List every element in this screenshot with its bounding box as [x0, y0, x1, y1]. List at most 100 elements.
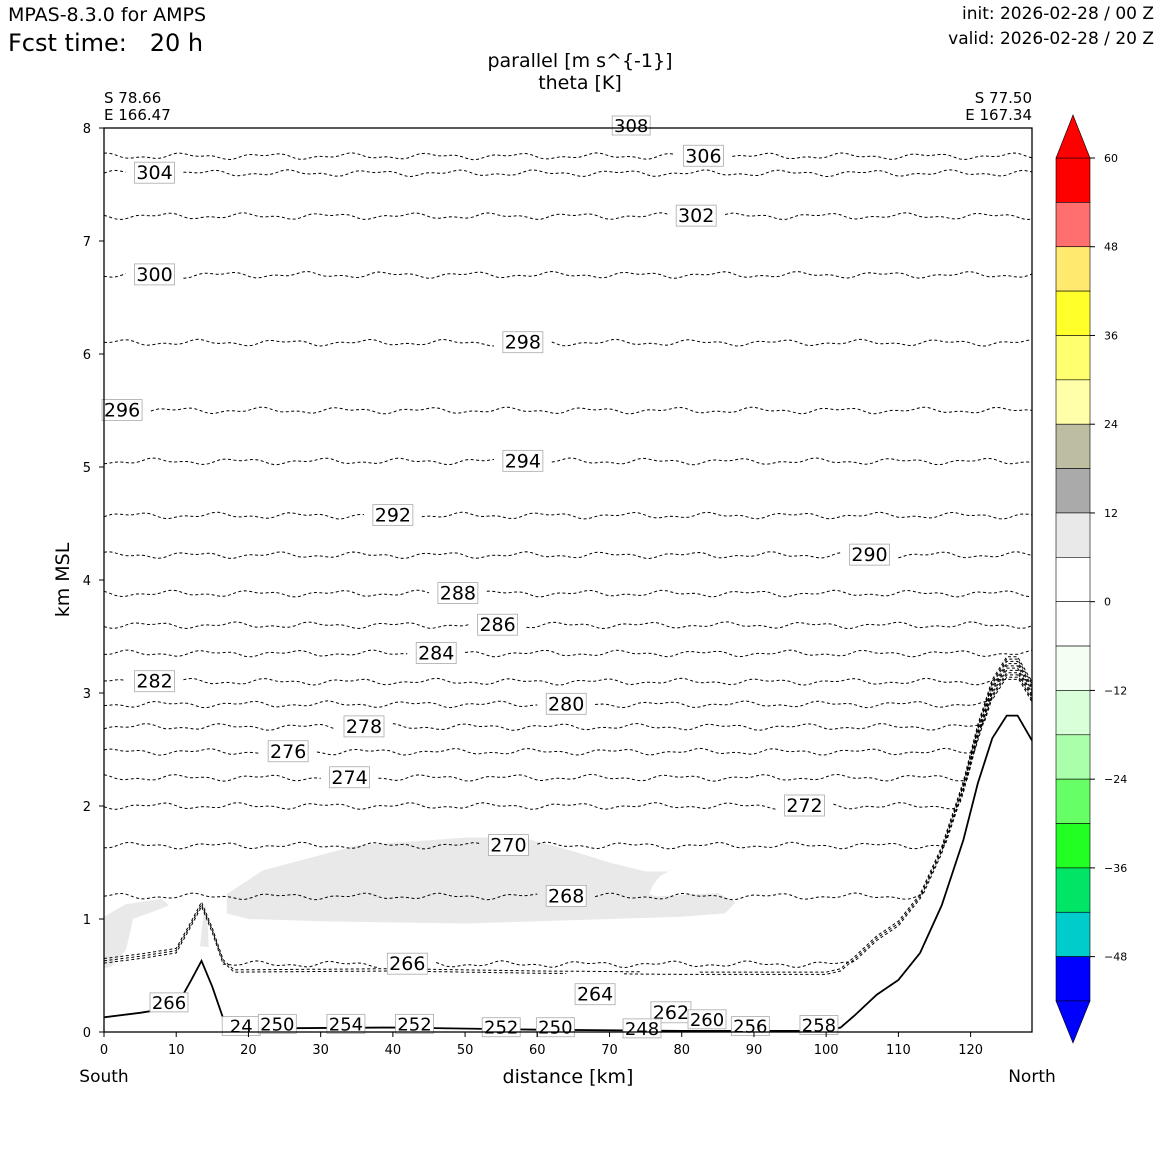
- theta-contour-300: [183, 270, 1032, 279]
- theta-contour-302: [724, 212, 1032, 221]
- colorbar-tick-label: 0: [1104, 596, 1111, 609]
- terrain-fill: [104, 715, 1032, 1032]
- surface-label-box: [395, 1013, 434, 1034]
- contour-label-box-274: [329, 766, 370, 789]
- x-tick-label: 90: [746, 1043, 763, 1058]
- theta-contour-286: [526, 621, 1032, 630]
- theta-contour-270: [537, 665, 1032, 850]
- contour-label-box-292: [372, 504, 414, 526]
- colorbar: 60 48 36 24 12 0 −12 −24 −36 −48: [1055, 114, 1127, 1044]
- surface-contour-label: 258: [802, 1015, 836, 1036]
- colorbar-bin: [1055, 867, 1091, 913]
- theta-contour-298: [551, 338, 1032, 347]
- theta-contour-262: [104, 900, 642, 973]
- forecast-time-label: Fcst time:: [8, 29, 127, 57]
- colorbar-bin: [1055, 290, 1091, 336]
- surface-contour-label: 248: [625, 1019, 659, 1040]
- colorbar-bin: [1055, 601, 1091, 647]
- theta-contour-280: [104, 700, 538, 709]
- theta-contour-288: [486, 589, 1032, 598]
- model-title: MPAS-8.3.0 for AMPS: [8, 4, 207, 26]
- colorbar-bin: [1055, 246, 1091, 292]
- contour-label-276: 276: [270, 741, 306, 763]
- wind-shading: [104, 837, 736, 969]
- contour-label-264: 264: [577, 984, 613, 1006]
- theta-contours: [104, 152, 1032, 975]
- south-end-label: South: [79, 1067, 128, 1087]
- y-tick-label: 8: [83, 122, 91, 137]
- theta-contour-292: [421, 511, 1032, 520]
- colorbar-tick-label: 60: [1104, 152, 1118, 165]
- contour-label-box-266: [386, 952, 428, 975]
- contour-label-278: 278: [346, 716, 382, 738]
- x-tick-label: 100: [814, 1043, 839, 1058]
- contour-label-266: 266: [389, 953, 425, 975]
- contour-label-280: 280: [548, 693, 584, 715]
- theta-contour-278: [392, 674, 1032, 731]
- surface-contour-label: 252: [397, 1014, 431, 1035]
- theta-contour-274: [104, 774, 321, 782]
- theta-contour-286: [104, 621, 469, 629]
- theta-contour-268: [594, 663, 1032, 901]
- colorbar-tick-label: −12: [1104, 684, 1127, 697]
- theta-contour-264: [104, 903, 567, 974]
- contour-label-272: 272: [786, 795, 822, 817]
- surface-label-box: [326, 1013, 366, 1034]
- y-tick-label: 4: [83, 574, 91, 589]
- surface-label-box: [622, 1018, 662, 1039]
- y-tick-label: 3: [83, 687, 91, 702]
- theta-contour-306: [104, 152, 675, 161]
- contour-label-box-264: [574, 983, 616, 1006]
- contour-label-box-270: [488, 834, 529, 856]
- contour-label-box-282: [134, 670, 175, 693]
- contour-label-box-280: [545, 692, 587, 715]
- surface-label-box: [730, 1016, 770, 1037]
- shaded-jet-region: [226, 837, 736, 924]
- theta-contour-268: [104, 892, 538, 901]
- y-tick-label: 0: [83, 1026, 91, 1041]
- contour-label-box-302: [675, 204, 717, 227]
- contour-label-box-286: [477, 613, 518, 636]
- surface-label-box: [611, 115, 651, 136]
- surface-label-box: [799, 1015, 839, 1035]
- contour-label-274: 274: [331, 767, 367, 789]
- contour-label-298: 298: [505, 332, 541, 354]
- surface-label-box: [257, 1013, 297, 1034]
- theta-contour-282: [183, 677, 1032, 686]
- surface-contour-label: 250: [538, 1018, 572, 1039]
- contour-label-306: 306: [685, 145, 721, 167]
- surface-contour-label: 260: [690, 1010, 724, 1031]
- x-tick-label: 110: [886, 1043, 911, 1058]
- colorbar-tick-label: −24: [1104, 773, 1127, 786]
- surface-contour-label: 266: [152, 993, 186, 1014]
- theta-contour-276: [104, 748, 260, 756]
- colorbar-bin: [1055, 335, 1091, 381]
- colorbar-tick-label: −48: [1104, 951, 1127, 964]
- theta-contour-290: [898, 551, 1032, 559]
- colorbar-bin: [1055, 379, 1091, 425]
- theta-contour-282: [104, 679, 126, 682]
- right-point-lat: S 77.50: [975, 89, 1032, 107]
- contour-label-box-290: [849, 543, 890, 566]
- surface-contour-label: 252: [484, 1018, 518, 1039]
- valid-time: valid: 2026-02-28 / 20 Z: [948, 29, 1154, 49]
- theta-contour-288: [104, 589, 430, 598]
- colorbar-bin: [1055, 911, 1091, 957]
- contour-label-296: 296: [104, 400, 140, 422]
- colorbar-bin: [1055, 778, 1091, 824]
- theta-contour-266: [436, 660, 1032, 969]
- theta-contour-262: [699, 656, 1032, 973]
- colorbar-bin: [1055, 202, 1091, 248]
- y-tick-label: 7: [83, 235, 91, 250]
- colorbar-tick-label: 24: [1104, 418, 1118, 431]
- surface-contour-label: 24: [230, 1017, 253, 1038]
- contour-label-268: 268: [548, 885, 584, 907]
- surface-contour-label: 250: [260, 1014, 294, 1035]
- theta-contour-280: [595, 676, 1032, 709]
- colorbar-bin: [1055, 468, 1091, 514]
- contour-label-box-294: [502, 449, 544, 472]
- surface-contour-label: 308: [614, 116, 648, 137]
- init-time: init: 2026-02-28 / 00 Z: [961, 4, 1154, 24]
